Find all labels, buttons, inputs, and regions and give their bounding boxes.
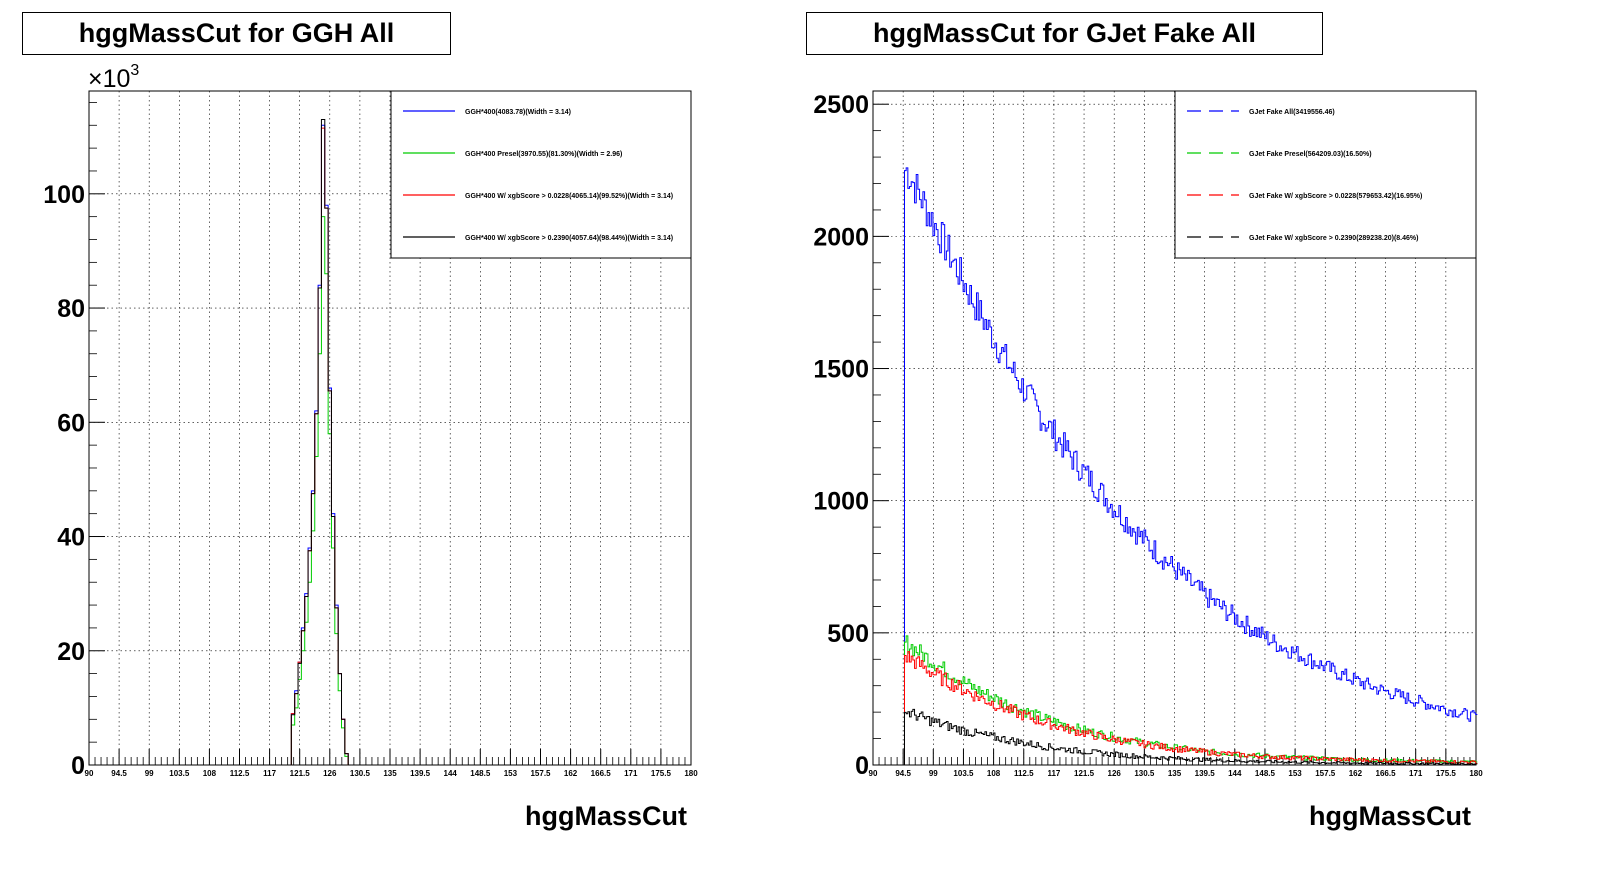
x-tick-label: 144 [444,769,458,778]
x-tick-label: 112.5 [1014,769,1034,778]
legend-label: GJet Fake W/ xgbScore > 0.0228(579653.42… [1249,193,1422,200]
y-tick-label: 1000 [813,488,869,516]
legend-label: GGH*400(4083.78)(Width = 3.14) [465,109,571,116]
series-line-3 [903,708,1478,766]
legend-label: GGH*400 W/ xgbScore > 0.0228(4065.14)(99… [465,193,673,200]
x-tick-label: 180 [1469,769,1483,778]
y-exponent-label: ×103 [88,62,139,93]
series-line-1 [287,216,352,766]
x-tick-label: 135 [1168,769,1182,778]
x-axis-title: hggMassCut [1309,801,1471,831]
y-tick-label: 500 [827,620,869,648]
x-tick-label: 121.5 [290,769,311,778]
x-tick-label: 175.5 [1436,769,1457,778]
x-tick-label: 162 [1349,769,1363,778]
x-tick-label: 103.5 [953,769,974,778]
y-tick-label: 0 [855,752,869,780]
x-tick-label: 139.5 [410,769,431,778]
x-tick-label: 148.5 [1255,769,1276,778]
x-tick-label: 99 [145,769,154,778]
legend-label: GJet Fake Presel(564209.03)(16.50%) [1249,151,1372,158]
x-tick-label: 117 [263,769,276,778]
y-tick-label: 80 [57,295,85,323]
x-tick-label: 171 [1409,769,1423,778]
x-tick-label: 171 [624,769,638,778]
x-tick-label: 103.5 [169,769,190,778]
series-line-3 [287,119,352,766]
x-axis-title: hggMassCut [525,801,687,831]
legend-label: GGH*400 W/ xgbScore > 0.2390(4057.64)(98… [465,235,673,242]
x-tick-label: 108 [203,769,217,778]
right-chart-title: hggMassCut for GJet Fake All [806,12,1323,55]
x-tick-label: 99 [929,769,938,778]
y-tick-label: 2000 [813,223,869,251]
x-tick-label: 139.5 [1195,769,1216,778]
x-tick-label: 166.5 [1376,769,1397,778]
x-tick-label: 108 [987,769,1001,778]
x-tick-label: 148.5 [470,769,491,778]
left-chart-title: hggMassCut for GGH All [22,12,451,55]
x-tick-label: 130.5 [1134,769,1155,778]
legend-label: GJet Fake All(3419556.46) [1249,109,1335,116]
y-tick-label: 0 [71,752,85,780]
x-tick-label: 180 [684,769,698,778]
x-tick-label: 90 [85,769,94,778]
x-tick-label: 175.5 [651,769,672,778]
chart-ggh: 90 94.5 99 103.5 108 112.5 117 121.5 126 130.5 135… [43,62,698,831]
x-tick-label: 157.5 [1315,769,1336,778]
y-tick-label: 20 [57,638,85,666]
y-tick-label: 1500 [813,356,869,384]
x-tick-label: 130.5 [350,769,371,778]
x-tick-label: 121.5 [1074,769,1095,778]
legend-label: GGH*400 Presel(3970.55)(81.30%)(Width = … [465,151,622,158]
series-line-2 [903,651,1478,765]
legend-label: GJet Fake W/ xgbScore > 0.2390(289238.20… [1249,235,1418,242]
x-tick-label: 157.5 [530,769,551,778]
y-tick-label: 100 [43,181,85,209]
y-tick-label: 40 [57,524,85,552]
x-tick-label: 94.5 [895,769,911,778]
legend-box [390,90,692,259]
chart-gjet: 90 94.5 99 103.5 108 112.5 117 121.5 126 130.5 135… [813,90,1483,831]
x-tick-label: 117 [1047,769,1060,778]
legend: GGH*400(4083.78)(Width = 3.14) GGH*400 Pr… [390,90,692,259]
x-tick-label: 153 [1288,769,1302,778]
x-tick-label: 166.5 [591,769,612,778]
legend-box [1174,90,1477,259]
x-tick-label: 126 [1108,769,1122,778]
x-tick-label: 90 [869,769,878,778]
x-tick-label: 162 [564,769,578,778]
y-tick-label: 60 [57,409,85,437]
series-line-0 [903,167,1478,765]
y-tick-label: 2500 [813,91,869,119]
x-tick-label: 112.5 [230,769,250,778]
x-tick-label: 94.5 [111,769,127,778]
x-tick-label: 144 [1228,769,1242,778]
legend: GJet Fake All(3419556.46) GJet Fake Prese… [1174,90,1477,259]
x-tick-label: 153 [504,769,518,778]
x-tick-label: 135 [383,769,397,778]
x-tick-label: 126 [323,769,337,778]
